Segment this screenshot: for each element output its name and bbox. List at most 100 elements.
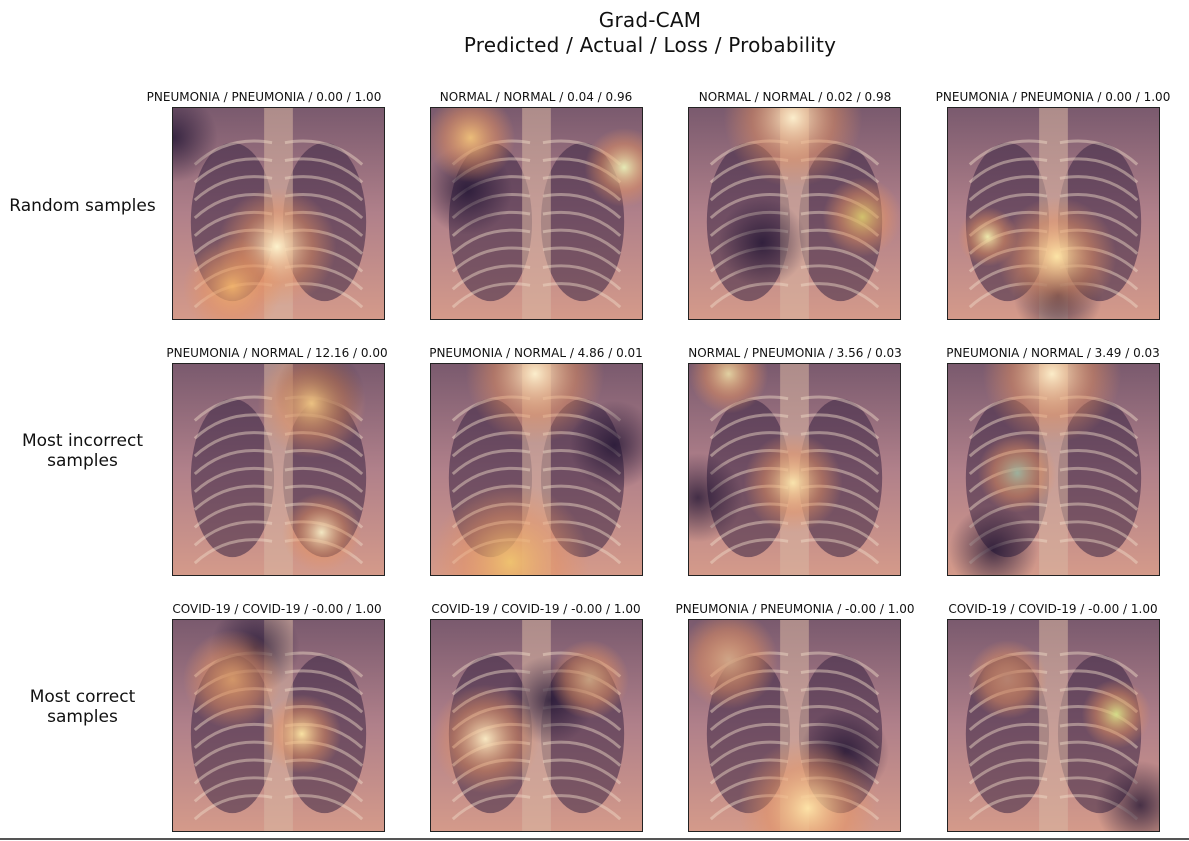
row-label-random: Random samples <box>0 196 165 216</box>
rib <box>542 282 622 309</box>
heatmap-hot-region <box>549 639 630 720</box>
row-label-line: samples <box>47 451 118 471</box>
heatmap-cold-region <box>569 400 642 490</box>
rib <box>968 157 1048 184</box>
row-label-line: Random samples <box>9 196 156 216</box>
rib <box>800 538 880 565</box>
xray-heatmap-image <box>688 619 901 832</box>
rib <box>800 395 880 422</box>
cell-caption: PNEUMONIA / NORMAL / 4.86 / 0.01 <box>429 346 643 360</box>
rib <box>193 538 273 565</box>
cell-caption: NORMAL / PNEUMONIA / 3.56 / 0.03 <box>688 346 902 360</box>
rib <box>451 449 531 476</box>
cell-caption: PNEUMONIA / PNEUMONIA / 0.00 / 1.00 <box>935 90 1171 104</box>
xray-svg <box>948 620 1159 831</box>
heatmap-hot-region <box>465 364 605 444</box>
rib <box>542 210 622 237</box>
rib <box>451 466 531 493</box>
heatmap-hot-region <box>262 694 342 774</box>
rib <box>284 157 364 184</box>
heatmap-hot-region <box>584 127 642 208</box>
heatmap-hot-region <box>967 639 1048 720</box>
figure-title: Grad-CAM <box>598 8 702 32</box>
rib <box>709 193 789 220</box>
rib <box>1059 175 1139 202</box>
row-label-line: Most correct <box>29 687 136 707</box>
rib <box>542 193 622 220</box>
rib <box>1059 484 1139 511</box>
rib <box>968 139 1048 166</box>
xray-heatmap-image <box>947 107 1160 320</box>
rib <box>800 687 880 714</box>
rib <box>1059 651 1139 678</box>
heatmap-hot-region <box>977 433 1057 513</box>
rib <box>1059 449 1139 476</box>
xray-svg <box>689 108 900 319</box>
rib <box>451 246 531 273</box>
heatmap-hot-region <box>182 629 282 729</box>
xray-heatmap-image <box>172 619 385 832</box>
rib <box>542 794 622 821</box>
rib <box>284 776 364 803</box>
rib <box>709 740 789 767</box>
lung-right <box>1057 398 1142 558</box>
rib <box>968 175 1048 202</box>
rib <box>542 776 622 803</box>
xray-svg <box>173 364 384 575</box>
xray-svg <box>173 620 384 831</box>
rib <box>1059 139 1139 166</box>
row-label-most-incorrect: Most incorrect samples <box>0 431 165 471</box>
rib <box>284 466 364 493</box>
cell-caption: PNEUMONIA / PNEUMONIA / 0.00 / 1.00 <box>146 90 382 104</box>
rib <box>800 282 880 309</box>
heatmap-hot-region <box>743 433 843 533</box>
rib <box>542 484 622 511</box>
heatmap-cold-region <box>689 453 743 543</box>
rib <box>193 502 273 529</box>
heatmap-hot-region <box>982 364 1122 444</box>
rib <box>193 157 273 184</box>
xray-svg <box>431 620 642 831</box>
rib <box>968 794 1048 821</box>
heatmap-hot-region <box>689 364 769 414</box>
cell-caption: PNEUMONIA / NORMAL / 3.49 / 0.03 <box>946 346 1160 360</box>
rib <box>284 687 364 714</box>
heatmap-hot-region <box>822 177 900 257</box>
cell-caption: NORMAL / NORMAL / 0.04 / 0.96 <box>439 90 633 104</box>
rib <box>284 175 364 202</box>
xray-heatmap-image <box>172 107 385 320</box>
cell-caption: COVID-19 / COVID-19 / -0.00 / 1.00 <box>172 602 382 616</box>
rib <box>451 794 531 821</box>
rib <box>193 484 273 511</box>
rib <box>193 449 273 476</box>
xray-svg <box>431 364 642 575</box>
rib <box>1059 538 1139 565</box>
rib <box>193 776 273 803</box>
heatmap-cold-region <box>717 198 807 288</box>
heatmap-hot-region <box>431 108 516 183</box>
xray-heatmap-image <box>172 363 385 576</box>
spine <box>1039 620 1068 831</box>
rib <box>451 651 531 678</box>
rib <box>542 228 622 255</box>
heatmap-hot-region <box>1081 679 1152 749</box>
rib <box>709 431 789 458</box>
rib <box>451 282 531 309</box>
rib <box>1059 502 1139 529</box>
heatmap-hot-region <box>997 197 1117 317</box>
xray-svg <box>948 108 1159 319</box>
heatmap-hot-region <box>431 684 540 794</box>
xray-heatmap-image <box>430 619 643 832</box>
rib <box>193 758 273 785</box>
rib <box>542 264 622 291</box>
xray-svg <box>173 108 384 319</box>
xray-heatmap-image <box>430 107 643 320</box>
xray-svg <box>431 108 642 319</box>
rib <box>193 794 273 821</box>
heatmap-hot-region <box>182 236 282 319</box>
rib <box>542 246 622 273</box>
rib <box>709 282 789 309</box>
rib <box>193 520 273 547</box>
xray-svg <box>689 364 900 575</box>
rib <box>193 431 273 458</box>
